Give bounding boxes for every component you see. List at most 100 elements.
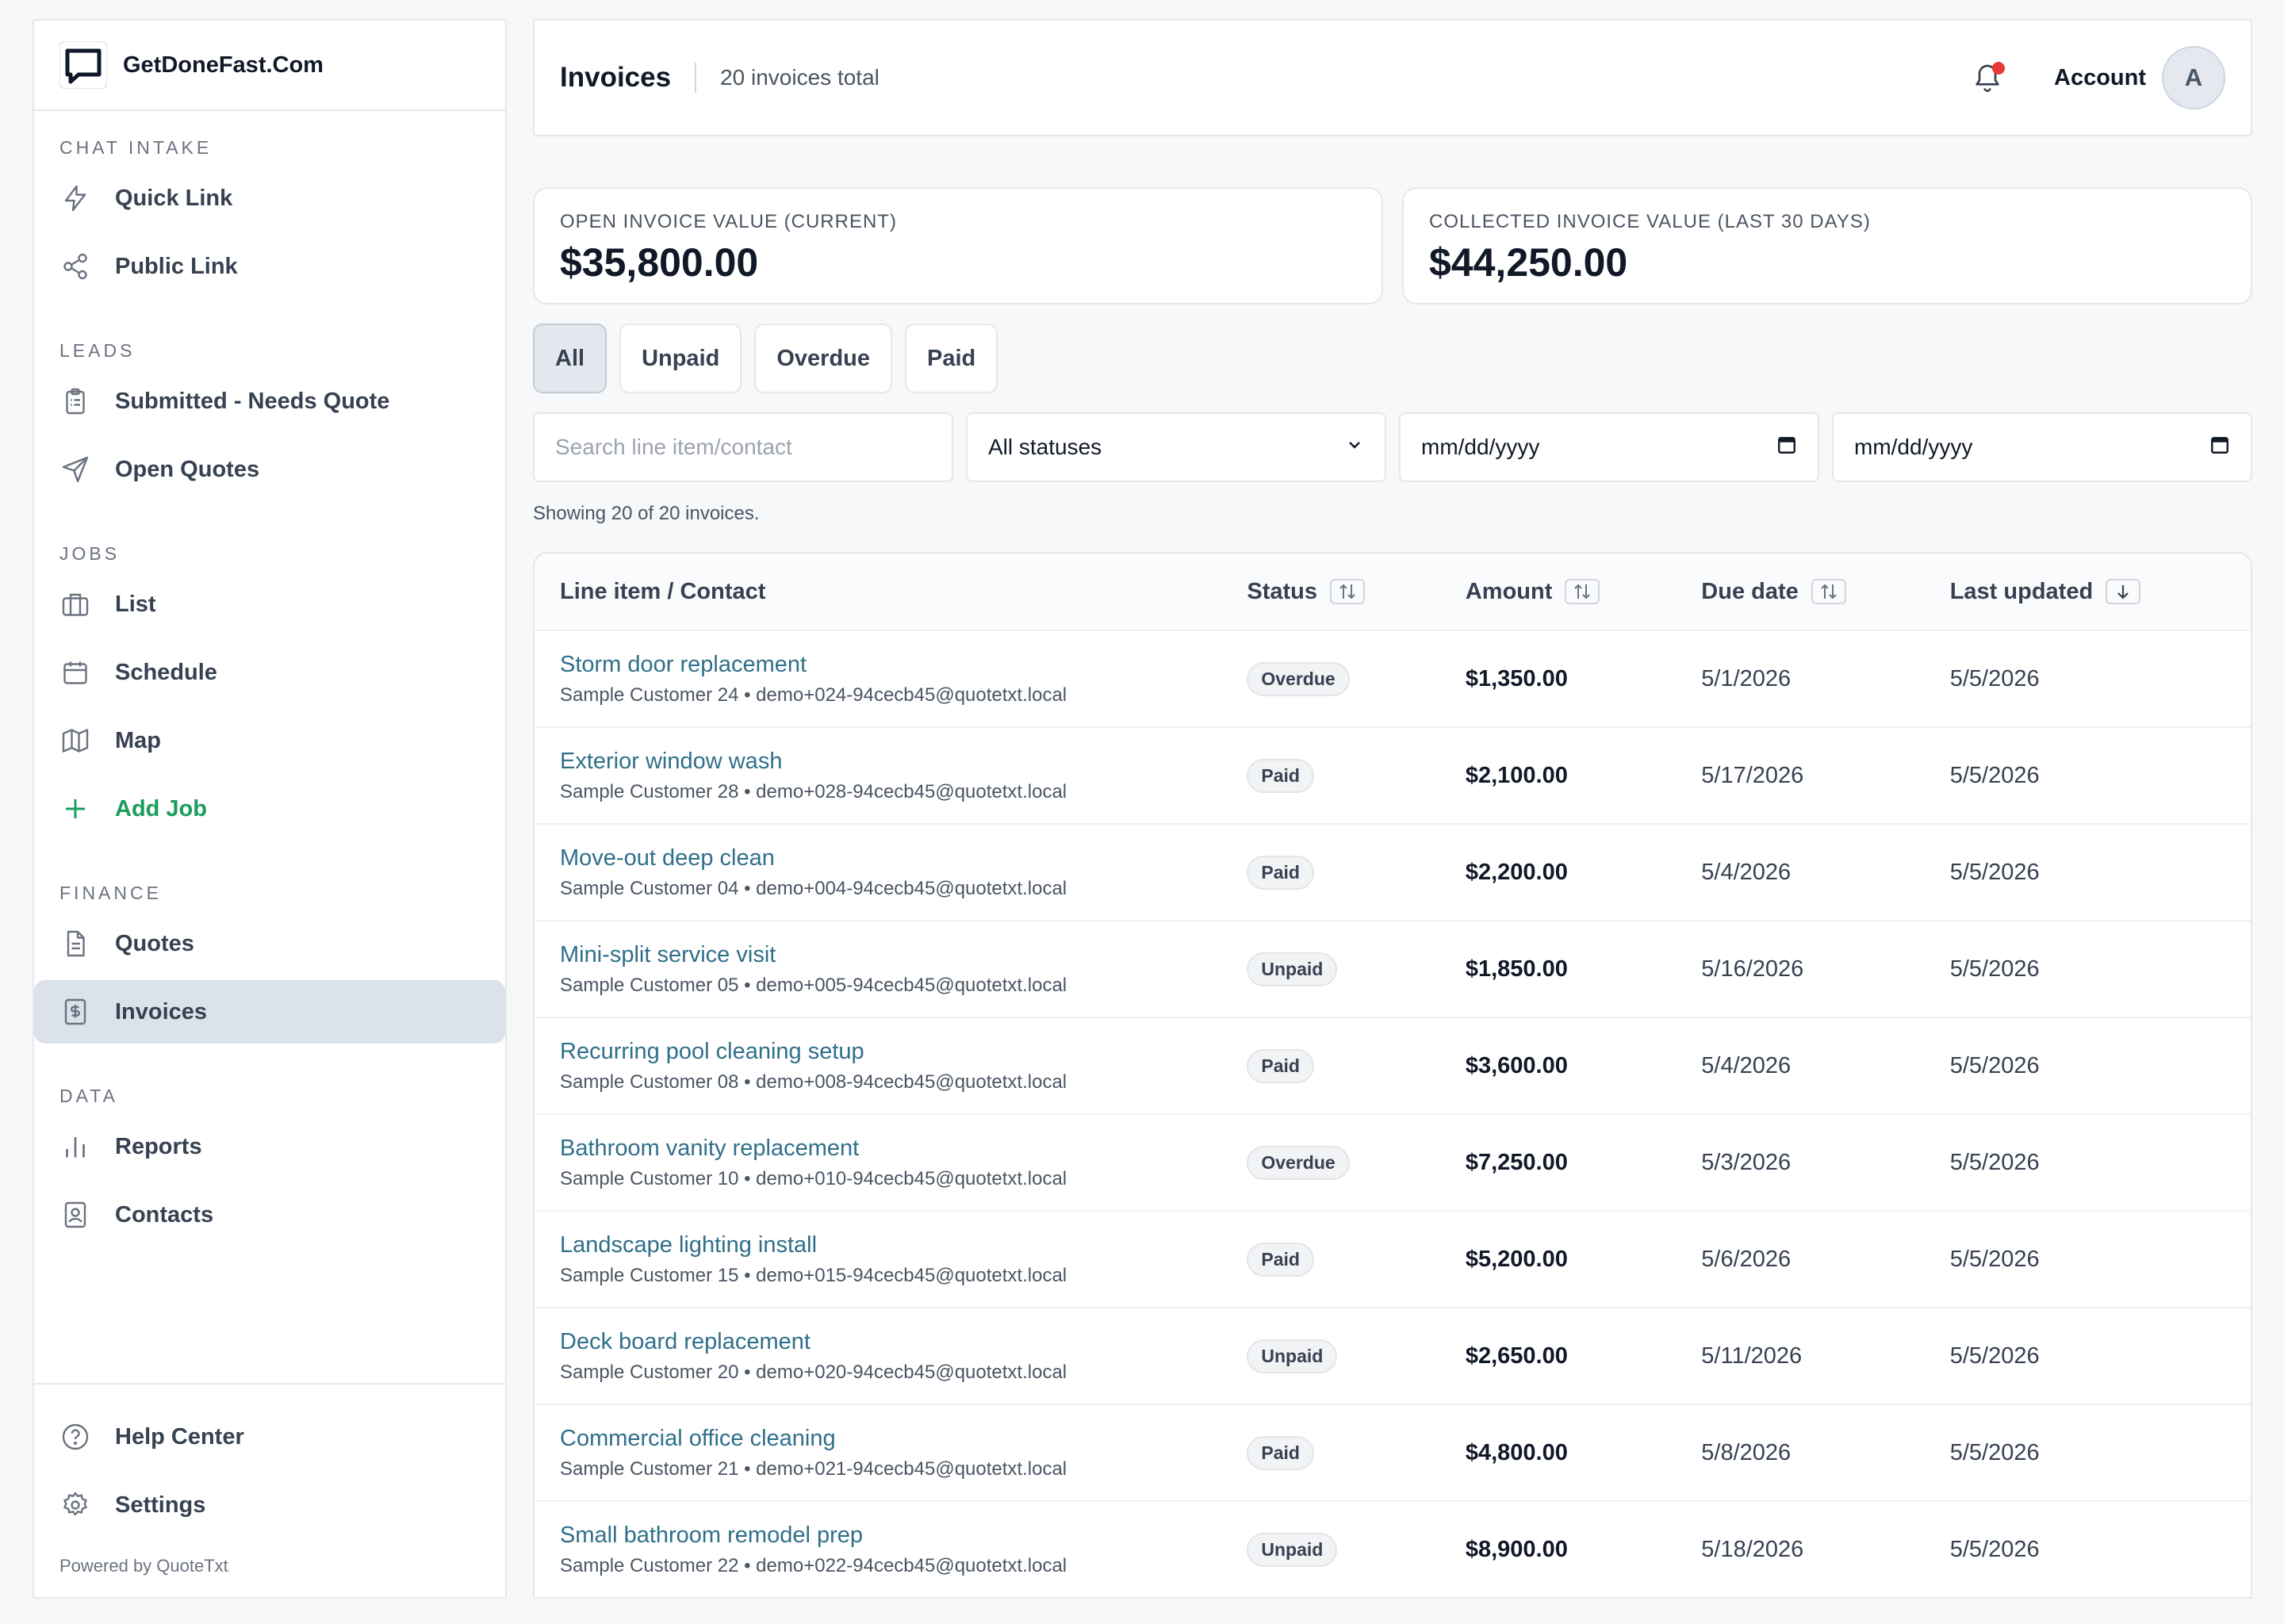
help-circle-icon <box>59 1421 91 1453</box>
line-item-link[interactable]: Exterior window wash <box>560 748 783 774</box>
line-item-link[interactable]: Storm door replacement <box>560 651 807 677</box>
sidebar-item-list[interactable]: List <box>34 573 505 636</box>
status-select[interactable]: All statuses <box>966 412 1386 482</box>
search-input[interactable]: Search line item/contact <box>533 412 953 482</box>
share-icon <box>59 251 91 282</box>
status-badge: Unpaid <box>1247 1532 1338 1567</box>
status-badge: Paid <box>1247 1242 1314 1277</box>
sidebar-item-contacts[interactable]: Contacts <box>34 1183 505 1247</box>
table-row[interactable]: Landscape lighting install Sample Custome… <box>535 1212 2251 1308</box>
send-icon <box>59 454 91 485</box>
section-label-finance: FINANCE <box>59 883 162 903</box>
column-header-amount[interactable]: Amount <box>1466 579 1701 605</box>
sidebar-item-quotes[interactable]: Quotes <box>34 912 505 975</box>
sort-icon[interactable] <box>1565 579 1600 604</box>
contact-book-icon <box>59 1199 91 1231</box>
document-icon <box>59 928 91 959</box>
sort-icon[interactable] <box>1811 579 1846 604</box>
contact-text: Sample Customer 21 • demo+021-94cecb45@q… <box>560 1457 1067 1480</box>
last-updated-cell: 5/5/2026 <box>1949 1246 2040 1272</box>
status-badge: Paid <box>1247 1048 1314 1083</box>
column-header-last-updated[interactable]: Last updated <box>1950 579 2251 605</box>
brand[interactable]: GetDoneFast.Com <box>34 21 505 111</box>
sidebar-item-map[interactable]: Map <box>34 709 505 772</box>
table-row[interactable]: Deck board replacement Sample Customer 20… <box>535 1308 2251 1405</box>
sidebar-item-settings[interactable]: Settings <box>34 1473 505 1537</box>
table-row[interactable]: Mini-split service visit Sample Customer … <box>535 921 2251 1018</box>
last-updated-cell: 5/5/2026 <box>1949 762 2040 788</box>
contact-text: Sample Customer 22 • demo+022-94cecb45@q… <box>560 1554 1067 1576</box>
table-header: Line item / Contact Status Amount Due da… <box>535 553 2251 631</box>
map-icon <box>59 725 91 756</box>
invoices-table: Line item / Contact Status Amount Due da… <box>533 552 2252 1599</box>
tab-unpaid[interactable]: Unpaid <box>619 324 742 393</box>
line-item-link[interactable]: Landscape lighting install <box>560 1231 818 1258</box>
sidebar-item-label: Schedule <box>115 659 217 685</box>
due-date-cell: 5/1/2026 <box>1701 665 1792 691</box>
table-row[interactable]: Storm door replacement Sample Customer 24… <box>535 631 2251 728</box>
sidebar-item-submitted-needs-quote[interactable]: Submitted - Needs Quote <box>34 370 505 433</box>
brand-name: GetDoneFast.Com <box>123 52 324 78</box>
sidebar-item-reports[interactable]: Reports <box>34 1115 505 1178</box>
line-item-link[interactable]: Recurring pool cleaning setup <box>560 1038 864 1064</box>
sidebar: GetDoneFast.Com CHAT INTAKE Quick Link P… <box>33 19 507 1599</box>
line-item-link[interactable]: Deck board replacement <box>560 1328 811 1354</box>
table-row[interactable]: Small bathroom remodel prep Sample Custom… <box>535 1502 2251 1597</box>
line-item-link[interactable]: Commercial office cleaning <box>560 1425 836 1451</box>
line-item-link[interactable]: Move-out deep clean <box>560 845 775 871</box>
date-from-input[interactable]: mm/dd/yyyy <box>1399 412 1819 482</box>
account-button[interactable]: Account <box>2054 64 2146 90</box>
date-from-value: mm/dd/yyyy <box>1421 435 1540 459</box>
gear-icon <box>59 1489 91 1521</box>
amount-cell: $3,600.00 <box>1465 1052 1568 1078</box>
avatar[interactable]: A <box>2162 46 2225 109</box>
sort-icon[interactable] <box>1330 579 1366 604</box>
amount-cell: $8,900.00 <box>1465 1536 1568 1562</box>
sidebar-item-open-quotes[interactable]: Open Quotes <box>34 438 505 501</box>
status-badge: Overdue <box>1247 1145 1350 1180</box>
status-tabs: All Unpaid Overdue Paid <box>533 324 1010 393</box>
calendar-icon <box>59 657 91 688</box>
sidebar-item-invoices[interactable]: Invoices <box>34 980 505 1044</box>
table-row[interactable]: Commercial office cleaning Sample Custome… <box>535 1405 2251 1502</box>
briefcase-icon <box>59 588 91 620</box>
due-date-cell: 5/3/2026 <box>1701 1149 1792 1175</box>
dollar-icon <box>59 996 91 1028</box>
bell-icon[interactable] <box>1970 60 2005 95</box>
tab-overdue[interactable]: Overdue <box>754 324 893 393</box>
sidebar-bottom: Help Center Settings Powered by QuoteTxt <box>34 1383 505 1597</box>
stat-value: $35,800.00 <box>560 240 759 285</box>
contact-text: Sample Customer 08 • demo+008-94cecb45@q… <box>560 1071 1067 1093</box>
table-body: Storm door replacement Sample Customer 24… <box>535 631 2251 1597</box>
line-item-link[interactable]: Mini-split service visit <box>560 941 776 967</box>
sidebar-item-label: Help Center <box>115 1423 244 1450</box>
amount-cell: $5,200.00 <box>1465 1246 1568 1272</box>
sidebar-nav: CHAT INTAKE Quick Link Public Link LEADS… <box>34 111 505 1383</box>
sort-desc-icon[interactable] <box>2106 579 2141 604</box>
column-header-status[interactable]: Status <box>1247 579 1465 605</box>
powered-by: Powered by QuoteTxt <box>59 1556 228 1576</box>
sidebar-item-label: Contacts <box>115 1201 214 1228</box>
sidebar-item-schedule[interactable]: Schedule <box>34 641 505 704</box>
sidebar-item-public-link[interactable]: Public Link <box>34 235 505 298</box>
status-badge: Overdue <box>1247 661 1350 696</box>
column-label: Status <box>1247 578 1318 604</box>
tab-paid[interactable]: Paid <box>905 324 998 393</box>
amount-cell: $2,200.00 <box>1465 859 1568 885</box>
date-to-input[interactable]: mm/dd/yyyy <box>1832 412 2252 482</box>
line-item-link[interactable]: Bathroom vanity replacement <box>560 1135 860 1161</box>
due-date-cell: 5/8/2026 <box>1701 1439 1792 1465</box>
date-to-value: mm/dd/yyyy <box>1854 435 1973 459</box>
table-row[interactable]: Bathroom vanity replacement Sample Custom… <box>535 1115 2251 1212</box>
sidebar-item-help-center[interactable]: Help Center <box>34 1405 505 1469</box>
column-label: Amount <box>1465 578 1553 604</box>
sidebar-item-quick-link[interactable]: Quick Link <box>34 167 505 230</box>
sidebar-item-add-job[interactable]: Add Job <box>34 777 505 841</box>
line-item-link[interactable]: Small bathroom remodel prep <box>560 1522 864 1548</box>
table-row[interactable]: Recurring pool cleaning setup Sample Cust… <box>535 1018 2251 1115</box>
tab-all[interactable]: All <box>533 324 607 393</box>
table-row[interactable]: Exterior window wash Sample Customer 28 •… <box>535 728 2251 825</box>
collected-invoice-card: COLLECTED INVOICE VALUE (LAST 30 DAYS) $… <box>1402 187 2252 304</box>
column-header-due-date[interactable]: Due date <box>1701 579 1949 605</box>
table-row[interactable]: Move-out deep clean Sample Customer 04 • … <box>535 825 2251 921</box>
